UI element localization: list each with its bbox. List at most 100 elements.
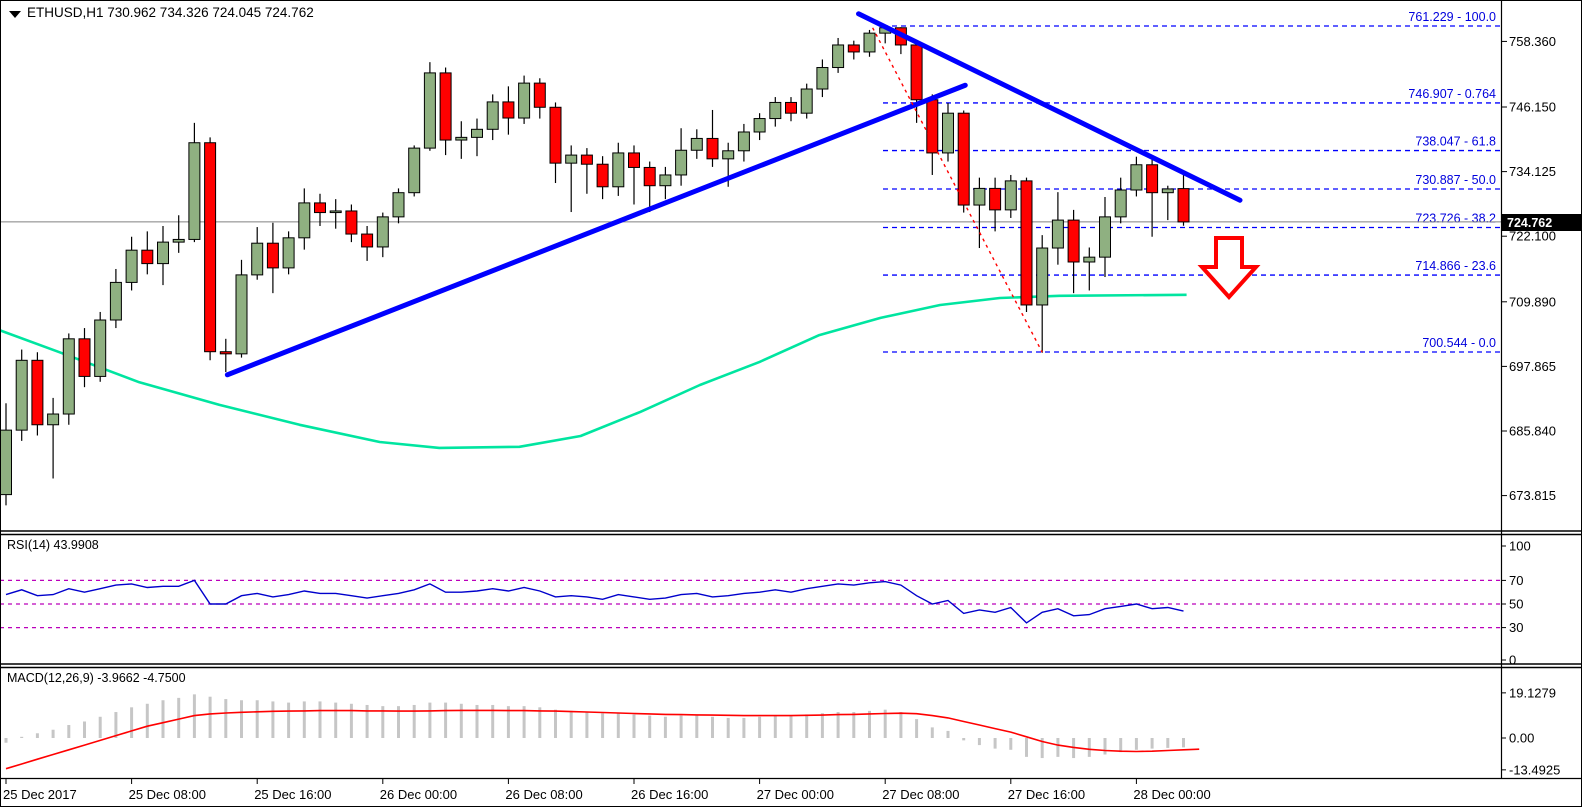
- rsi-tick-label: 70: [1509, 573, 1523, 588]
- bear-candle: [847, 44, 860, 53]
- fib-level-label: 700.544 - 0.0: [1422, 336, 1496, 350]
- bull-candle: [1130, 164, 1143, 191]
- bull-candle: [1051, 219, 1064, 249]
- fib-level-label: 730.887 - 50.0: [1415, 173, 1496, 187]
- bear-candle: [1020, 180, 1033, 306]
- time-tick-label: 27 Dec 08:00: [882, 787, 959, 802]
- bear-candle: [78, 338, 91, 377]
- moving-average-line: [0, 293, 1187, 450]
- bull-candle: [408, 147, 421, 194]
- bull-candle: [816, 67, 829, 90]
- price-tick-label: 673.815: [1509, 488, 1556, 503]
- bear-candle: [580, 154, 593, 165]
- bull-candle: [1161, 188, 1174, 194]
- fib-level-label: 746.907 - 0.764: [1408, 87, 1496, 101]
- macd-signal-line: [5, 709, 1200, 770]
- time-tick-label: 27 Dec 16:00: [1008, 787, 1085, 802]
- rsi-line: [5, 579, 1184, 624]
- price-tick-label: 722.100: [1509, 229, 1556, 244]
- macd-layer: [4, 694, 1200, 770]
- price-tick-label: 685.840: [1509, 423, 1556, 438]
- rsi-tick-label: 0: [1509, 653, 1516, 668]
- price-tick-label: 746.150: [1509, 100, 1556, 115]
- bull-candle: [518, 82, 531, 119]
- price-tick-label: 758.360: [1509, 34, 1556, 49]
- bear-candle: [926, 99, 939, 154]
- chart-title: ETHUSD,H1 730.962 734.326 724.045 724.76…: [27, 5, 314, 20]
- bull-candle: [47, 413, 60, 426]
- time-tick-label: 25 Dec 08:00: [129, 787, 206, 802]
- bull-candle: [455, 136, 468, 141]
- bull-candle: [612, 152, 625, 188]
- bear-candle: [204, 142, 217, 353]
- candles-layer: [0, 26, 1190, 506]
- bear-candle: [628, 152, 640, 168]
- macd-tick-label: -13.4925: [1509, 762, 1560, 777]
- fib-level-label: 723.726 - 38.2: [1415, 211, 1496, 225]
- descending_trendline[interactable]: [856, 11, 1243, 203]
- bear-candle: [31, 359, 44, 426]
- bull-candle: [737, 131, 750, 152]
- bear-candle: [549, 106, 562, 164]
- bear-candle: [361, 233, 374, 248]
- bull-candle: [690, 137, 703, 151]
- bull-candle: [251, 242, 264, 276]
- time-tick-label: 28 Dec 00:00: [1133, 787, 1210, 802]
- bear-candle: [706, 137, 719, 160]
- macd-tick-label: 19.1279: [1509, 685, 1556, 700]
- bull-candle: [376, 216, 389, 248]
- bear-candle: [957, 112, 970, 206]
- symbol-dropdown-icon[interactable]: [9, 11, 21, 18]
- bull-candle: [565, 154, 578, 164]
- bear-candle: [1146, 164, 1159, 194]
- macd-tick-label: 0.00: [1509, 731, 1534, 746]
- rsi-tick-label: 50: [1509, 597, 1523, 612]
- bull-candle: [157, 241, 169, 265]
- bull-candle: [298, 202, 311, 239]
- bull-candle: [329, 210, 342, 214]
- bull-candle: [675, 149, 688, 176]
- bull-candle: [1004, 180, 1017, 211]
- bear-candle: [596, 163, 609, 188]
- axes-layer: 758.360 746.150 734.125 722.100 709.890 697.8…: [3, 34, 1560, 802]
- time-tick-label: 26 Dec 00:00: [380, 787, 457, 802]
- bull-candle: [800, 88, 813, 114]
- bull-candle: [392, 192, 405, 218]
- macd-label: MACD(12,26,9) -3.9662 -4.7500: [7, 671, 186, 685]
- time-tick-label: 26 Dec 08:00: [505, 787, 582, 802]
- time-tick-label: 25 Dec 2017: [3, 787, 77, 802]
- bull-candle: [109, 281, 122, 321]
- bull-candle: [1036, 247, 1049, 306]
- bull-candle: [486, 101, 499, 130]
- bear-candle: [141, 249, 154, 265]
- fib-level-label: 761.229 - 100.0: [1408, 10, 1496, 24]
- bull-candle: [863, 32, 876, 53]
- bull-candle: [235, 274, 248, 355]
- bull-candle: [769, 101, 782, 120]
- bear-candle: [533, 82, 546, 108]
- bull-candle: [471, 128, 483, 138]
- rsi-tick-label: 30: [1509, 620, 1523, 635]
- current-price-tag-text: 724.762: [1507, 216, 1552, 230]
- bull-candle: [15, 359, 28, 431]
- bull-candle: [973, 187, 986, 206]
- fibonacci-layer: 761.229 - 100.0 746.907 - 0.764 738.047 - …: [883, 10, 1501, 353]
- bull-candle: [722, 150, 735, 160]
- bear-candle: [345, 210, 358, 235]
- bear-candle: [1067, 219, 1080, 263]
- bull-candle: [1099, 216, 1111, 258]
- bull-candle: [62, 338, 75, 415]
- bull-candle: [942, 112, 954, 154]
- trendlines-layer[interactable]: [224, 11, 1243, 378]
- price-tick-label: 709.890: [1509, 294, 1556, 309]
- bull-candle: [94, 319, 107, 377]
- ascending_trendline[interactable]: [224, 82, 968, 378]
- fib-level-label: 714.866 - 23.6: [1415, 259, 1496, 273]
- bull-candle: [125, 249, 138, 283]
- bear-candle: [439, 72, 452, 141]
- red-dotted-projection[interactable]: [872, 27, 1043, 353]
- rsi-label: RSI(14) 43.9908: [7, 538, 99, 552]
- down-arrow-annotation[interactable]: [1197, 236, 1261, 300]
